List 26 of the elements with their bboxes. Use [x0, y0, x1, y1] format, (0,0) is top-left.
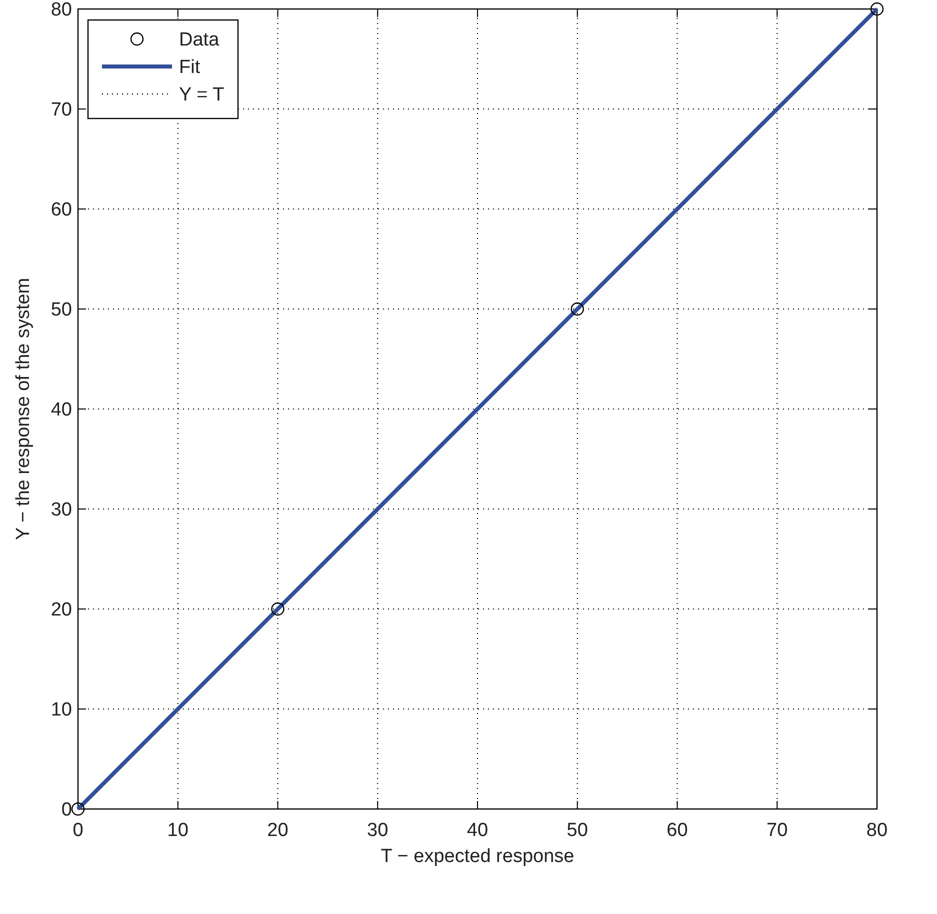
y-axis-title: Y − the response of the system: [13, 278, 34, 540]
y-tick-label: 70: [50, 100, 72, 121]
x-axis-title: T − expected response: [380, 846, 574, 867]
legend-label: Fit: [179, 57, 201, 78]
x-tick-label: 10: [167, 820, 188, 841]
point: [570, 302, 584, 316]
x-tick-label: 30: [367, 820, 388, 841]
legend-label: Data: [179, 30, 220, 51]
y-tick-label: 60: [50, 200, 72, 221]
x-tick-label: 50: [566, 820, 588, 841]
x-tick-label: 70: [766, 820, 788, 841]
x-tick-label: 80: [866, 820, 888, 841]
y-tick-label: 80: [50, 0, 72, 21]
point: [870, 2, 884, 16]
x-tick-label: 60: [666, 820, 688, 841]
x-tick-label: 40: [466, 820, 488, 841]
y-tick-label: 40: [50, 400, 72, 421]
y-tick-label: 0: [61, 800, 72, 821]
point: [71, 802, 85, 816]
point: [271, 602, 284, 616]
y-tick-label: 20: [50, 600, 72, 621]
y-tick-label: 30: [50, 500, 72, 521]
x-tick-label: 20: [267, 820, 288, 841]
y-tick-label: 50: [50, 300, 72, 321]
legend-label: Y = T: [179, 84, 225, 106]
y-tick-label: 10: [50, 700, 72, 721]
